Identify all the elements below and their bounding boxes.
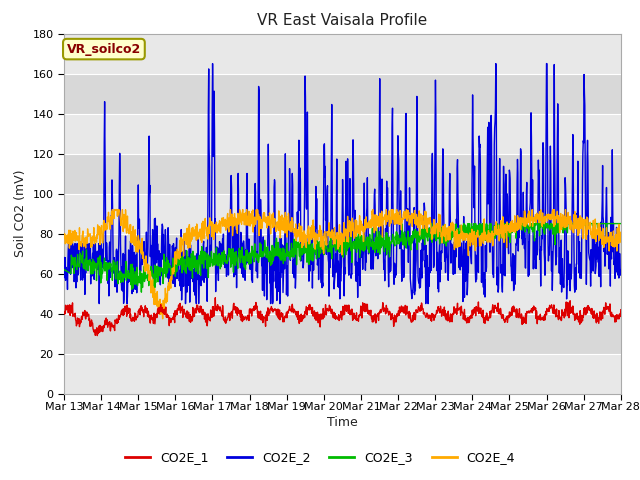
CO2E_1 bbox=[60, 312, 68, 317]
CO2E_1 bbox=[247, 306, 255, 312]
Bar bbox=[64, 114, 621, 154]
CO2E_3 bbox=[184, 264, 192, 270]
CO2E_2 bbox=[552, 243, 559, 249]
Line: CO2E_1: CO2E_1 bbox=[64, 298, 621, 336]
CO2E_4 bbox=[617, 234, 625, 240]
CO2E_2 bbox=[247, 266, 255, 272]
CO2E_2 bbox=[502, 183, 510, 189]
Text: VR_soilco2: VR_soilco2 bbox=[67, 43, 141, 56]
CO2E_2 bbox=[429, 264, 437, 270]
X-axis label: Time: Time bbox=[327, 416, 358, 429]
CO2E_1 bbox=[211, 295, 219, 300]
CO2E_4 bbox=[247, 216, 255, 222]
CO2E_1 bbox=[552, 307, 559, 313]
CO2E_4 bbox=[185, 224, 193, 230]
CO2E_2 bbox=[184, 283, 192, 288]
CO2E_4 bbox=[172, 254, 179, 260]
CO2E_1 bbox=[617, 307, 625, 312]
CO2E_2 bbox=[95, 300, 103, 306]
CO2E_4 bbox=[159, 316, 166, 322]
Bar bbox=[64, 154, 621, 193]
CO2E_3 bbox=[171, 256, 179, 262]
CO2E_4 bbox=[552, 220, 559, 226]
CO2E_3 bbox=[617, 221, 625, 227]
CO2E_4 bbox=[502, 227, 510, 232]
CO2E_4 bbox=[109, 207, 116, 213]
CO2E_1 bbox=[184, 313, 192, 319]
Line: CO2E_4: CO2E_4 bbox=[64, 210, 621, 319]
CO2E_3 bbox=[246, 253, 254, 259]
CO2E_2 bbox=[209, 60, 216, 66]
Line: CO2E_3: CO2E_3 bbox=[64, 224, 621, 296]
Bar bbox=[64, 193, 621, 234]
Bar bbox=[64, 234, 621, 274]
CO2E_1 bbox=[171, 320, 179, 325]
Bar bbox=[64, 313, 621, 354]
CO2E_4 bbox=[429, 227, 437, 233]
CO2E_1 bbox=[429, 312, 437, 317]
CO2E_3 bbox=[428, 221, 435, 227]
CO2E_3 bbox=[502, 221, 510, 227]
CO2E_2 bbox=[60, 260, 68, 266]
Bar bbox=[64, 274, 621, 313]
CO2E_3 bbox=[60, 267, 68, 273]
Y-axis label: Soil CO2 (mV): Soil CO2 (mV) bbox=[14, 170, 27, 257]
Title: VR East Vaisala Profile: VR East Vaisala Profile bbox=[257, 13, 428, 28]
CO2E_4 bbox=[60, 231, 68, 237]
Line: CO2E_2: CO2E_2 bbox=[64, 63, 621, 303]
CO2E_3 bbox=[429, 235, 437, 241]
CO2E_1 bbox=[93, 333, 101, 338]
Bar bbox=[64, 34, 621, 73]
Bar bbox=[64, 73, 621, 114]
CO2E_2 bbox=[617, 267, 625, 273]
CO2E_1 bbox=[502, 315, 510, 321]
Bar bbox=[64, 354, 621, 394]
Legend: CO2E_1, CO2E_2, CO2E_3, CO2E_4: CO2E_1, CO2E_2, CO2E_3, CO2E_4 bbox=[120, 446, 520, 469]
CO2E_3 bbox=[150, 293, 158, 299]
CO2E_3 bbox=[552, 221, 559, 227]
CO2E_2 bbox=[171, 250, 179, 256]
